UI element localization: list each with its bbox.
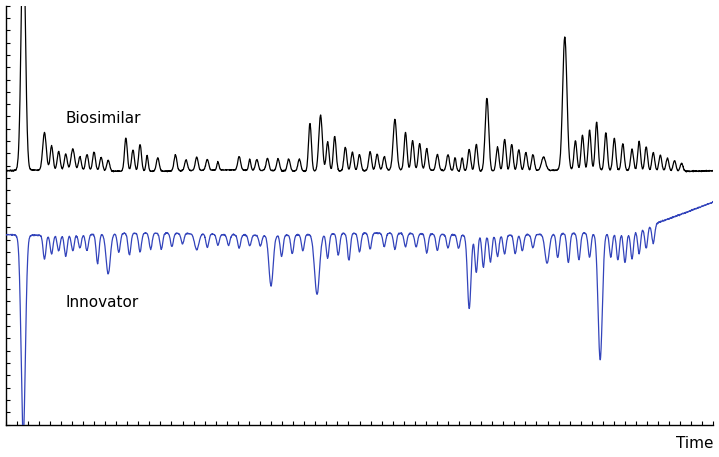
Text: Innovator: Innovator: [65, 295, 139, 310]
Text: Biosimilar: Biosimilar: [65, 111, 141, 126]
X-axis label: Time: Time: [676, 436, 713, 452]
